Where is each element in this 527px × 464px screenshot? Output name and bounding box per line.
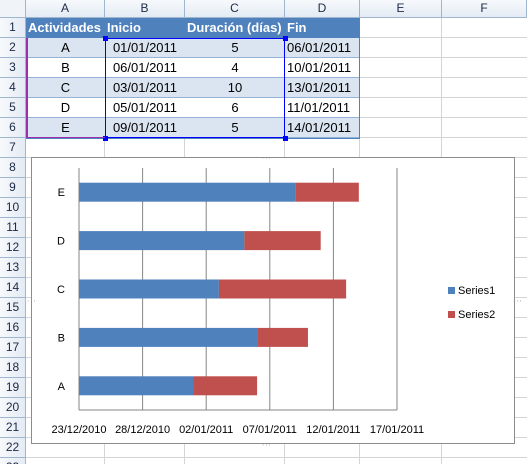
x-tick-label: 28/12/2010	[115, 424, 170, 436]
row-header-14[interactable]: 14	[0, 278, 26, 298]
row-header-3[interactable]: 3	[0, 58, 26, 78]
gantt-chart[interactable]: 23/12/2010 28/12/2010 02/01/2011 07/01/2011…	[31, 157, 515, 444]
bar-series2-e[interactable]	[295, 182, 359, 202]
column-header-f[interactable]: F	[442, 0, 527, 18]
range-resize-handle[interactable]	[283, 36, 288, 41]
bar-series2-b[interactable]	[257, 327, 308, 347]
row-header-13[interactable]: 13	[0, 258, 26, 278]
table-cell-fin[interactable]: 06/01/2011	[285, 38, 360, 58]
table-cell-actividades[interactable]: D	[26, 98, 105, 118]
gridline	[26, 457, 527, 458]
table-header-duracion[interactable]: Duración (días)	[185, 18, 285, 38]
row-header-22[interactable]: 22	[0, 438, 26, 458]
x-tick-label: 07/01/2011	[243, 424, 297, 436]
row-header-21[interactable]: 21	[0, 418, 26, 438]
table-cell-duracion[interactable]: 6	[185, 98, 285, 118]
row-header-12[interactable]: 12	[0, 238, 26, 258]
bar-series2-c[interactable]	[218, 279, 347, 299]
chart-resize-grip[interactable]: ∙∙∙	[27, 296, 37, 305]
bar-series2-d[interactable]	[244, 231, 321, 251]
table-cell-fin[interactable]: 14/01/2011	[285, 118, 360, 138]
row-header-23[interactable]: 23	[0, 458, 26, 464]
legend-label-series2: Series2	[458, 309, 495, 321]
row-header-11[interactable]: 11	[0, 218, 26, 238]
table-cell-fin[interactable]: 11/01/2011	[285, 98, 360, 118]
legend-label-series1: Series1	[458, 285, 495, 297]
table-cell-inicio[interactable]: 05/01/2011	[105, 98, 185, 118]
table-cell-fin[interactable]: 13/01/2011	[285, 78, 360, 98]
legend-swatch-series1	[448, 287, 455, 294]
table-cell-duracion[interactable]: 5	[185, 118, 285, 138]
row-header-6[interactable]: 6	[0, 118, 26, 138]
row-header-18[interactable]: 18	[0, 358, 26, 378]
range-resize-handle[interactable]	[103, 36, 108, 41]
row-header-8[interactable]: 8	[0, 158, 26, 178]
table-row-divider	[26, 77, 360, 78]
y-category-label: C	[57, 284, 65, 296]
row-header-2[interactable]: 2	[0, 38, 26, 58]
table-row-divider	[26, 117, 360, 118]
row-header-17[interactable]: 17	[0, 338, 26, 358]
bar-series1-d[interactable]	[79, 231, 245, 251]
range-resize-handle[interactable]	[103, 136, 108, 141]
range-resize-handle[interactable]	[283, 136, 288, 141]
column-header-a[interactable]: A	[26, 0, 105, 18]
y-category-label: E	[58, 187, 65, 199]
x-tick-label: 02/01/2011	[179, 424, 233, 436]
bar-series1-c[interactable]	[79, 279, 219, 299]
bar-series1-a[interactable]	[79, 376, 194, 396]
table-cell-inicio[interactable]: 09/01/2011	[105, 118, 185, 138]
table-cell-inicio[interactable]: 01/01/2011	[105, 38, 185, 58]
table-header-actividades[interactable]: Actividades	[26, 18, 105, 38]
column-header-c[interactable]: C	[185, 0, 285, 18]
row-header-4[interactable]: 4	[0, 78, 26, 98]
category-range-highlight	[26, 38, 28, 138]
x-tick-label: 23/12/2010	[51, 424, 106, 436]
x-tick-label: 17/01/2011	[370, 424, 424, 436]
chart-resize-grip[interactable]: ∙∙∙	[262, 153, 272, 162]
table-cell-actividades[interactable]: B	[26, 58, 105, 78]
column-header-b[interactable]: B	[105, 0, 185, 18]
x-tick-label: 12/01/2011	[306, 424, 360, 436]
row-header-16[interactable]: 16	[0, 318, 26, 338]
row-header-20[interactable]: 20	[0, 398, 26, 418]
table-header-inicio[interactable]: Inicio	[105, 18, 185, 38]
bar-series1-e[interactable]	[79, 182, 296, 202]
table-cell-actividades[interactable]: A	[26, 38, 105, 58]
select-all-corner[interactable]	[0, 0, 26, 18]
y-category-label: A	[58, 381, 66, 393]
category-range-highlight	[26, 137, 105, 138]
table-header-fin[interactable]: Fin	[285, 18, 360, 38]
row-header-5[interactable]: 5	[0, 98, 26, 118]
chart-plot: 23/12/2010 28/12/2010 02/01/2011 07/01/2011…	[51, 168, 495, 436]
row-header-10[interactable]: 10	[0, 198, 26, 218]
column-header-e[interactable]: E	[360, 0, 442, 18]
y-category-label: D	[57, 236, 65, 248]
bar-series2-a[interactable]	[193, 376, 258, 396]
table-cell-duracion[interactable]: 4	[185, 58, 285, 78]
row-header-15[interactable]: 15	[0, 298, 26, 318]
table-cell-fin[interactable]: 10/01/2011	[285, 58, 360, 78]
row-header-1[interactable]: 1	[0, 18, 26, 38]
table-cell-duracion[interactable]: 10	[185, 78, 285, 98]
chart-resize-grip[interactable]: ∙∙∙	[513, 296, 523, 305]
table-cell-actividades[interactable]: E	[26, 118, 105, 138]
legend-swatch-series2	[448, 311, 455, 318]
table-row-divider	[26, 97, 360, 98]
row-header-9[interactable]: 9	[0, 178, 26, 198]
row-header-7[interactable]: 7	[0, 138, 26, 158]
chart-resize-grip[interactable]: ∙∙∙	[262, 440, 272, 449]
table-cell-inicio[interactable]: 03/01/2011	[105, 78, 185, 98]
row-header-19[interactable]: 19	[0, 378, 26, 398]
table-cell-inicio[interactable]: 06/01/2011	[105, 58, 185, 78]
table-cell-duracion[interactable]: 5	[185, 38, 285, 58]
table-row-divider	[26, 57, 360, 58]
y-category-label: B	[58, 332, 65, 344]
column-header-d[interactable]: D	[285, 0, 360, 18]
table-cell-actividades[interactable]: C	[26, 78, 105, 98]
bar-series1-b[interactable]	[79, 327, 258, 347]
